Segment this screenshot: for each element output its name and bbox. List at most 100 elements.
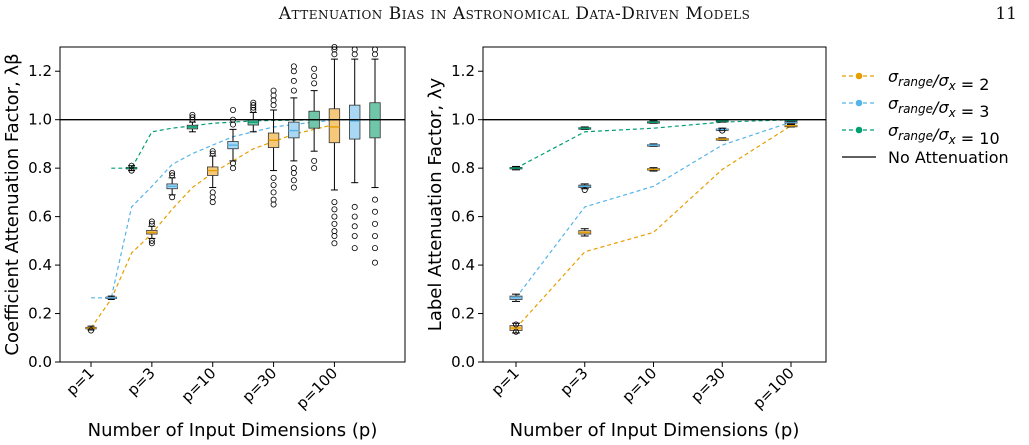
left-box-series-1-5-flier-1	[331, 240, 338, 247]
left-box-series-1-1-flier-1	[88, 327, 95, 334]
left-box-series-3-5-flier-6	[371, 196, 378, 203]
left-box-series-1-3-flier-3	[209, 189, 216, 196]
left-box-series-3-4-flier-4	[311, 73, 318, 80]
left-box-series-1-4-flier-1	[270, 201, 277, 208]
left-x-tick-label-3: p=30	[239, 364, 281, 406]
left-box-series-2-4-flier-1	[290, 184, 297, 191]
left-box-series-2-5-flier-4	[351, 213, 358, 220]
right-y-axis-label: Label Attenuation Factor, λy	[425, 77, 446, 331]
left-box-series-2-4-flier-7	[290, 68, 297, 75]
left-box-series-3-5-flier-8	[371, 46, 378, 53]
coefficient-attenuation-chart: 0.0 0.2 0.4 0.6 0.8 1.0 1.2 p=1 p=3 p=10 p=30 p=100…	[2, 44, 406, 441]
left-box-series-1-2-flier-1	[148, 240, 155, 247]
left-box-series-2-2-flier-3	[169, 169, 176, 176]
left-box-series-2-2-flier-1	[169, 194, 176, 201]
left-box-series-1-4-flier-3	[270, 189, 277, 196]
right-box-series-1-1-flier-1	[513, 328, 520, 335]
left-box-series-2-3-flier-2	[229, 160, 236, 167]
legend-item-3-label: σrange/σx = 10	[888, 121, 1000, 148]
left-box-series-2-5	[349, 104, 361, 140]
left-box-series-1-5-flier-7	[331, 199, 338, 206]
left-box-series-2-3-flier-3	[229, 121, 236, 128]
right-y-tick-label-4: 0.8	[451, 159, 475, 177]
left-box-series-1-5	[328, 108, 341, 144]
right-x-tick-label-1: p=3	[556, 364, 591, 399]
right-x-tick-label-3: p=30	[687, 364, 729, 406]
page-header: Attenuation Bias in Astronomical Data-Dr…	[0, 4, 1029, 28]
right-y-tick-label-6: 1.2	[451, 62, 475, 80]
left-box-series-1-3-flier-5	[209, 148, 216, 155]
left-box-series-1-5-flier-5	[331, 213, 338, 220]
left-x-tick-label-1: p=3	[124, 364, 159, 399]
left-x-tick-label-2: p=10	[178, 364, 220, 406]
left-box-series-3-5-flier-5	[371, 208, 378, 215]
left-box-series-1-2-flier-3	[148, 220, 155, 227]
left-box-series-2-4-flier-3	[290, 169, 297, 176]
right-curve-series-1	[515, 125, 792, 329]
right-box-series-2-4-flier-1	[719, 127, 726, 134]
left-box-series-1-5-flier-6	[331, 206, 338, 213]
left-box-series-1-2-flier-4	[148, 218, 155, 225]
left-box-series-2-4-flier-5	[290, 87, 297, 94]
left-x-tick-label-4: p=100	[293, 364, 342, 413]
right-x-tick-label-2: p=10	[618, 364, 660, 406]
left-box-series-1-4-flier-9	[270, 87, 277, 94]
left-box-series-1-2-flier-2	[148, 237, 155, 244]
legend-item-2-marker	[855, 99, 863, 107]
left-box-series-3-3-flier-4	[250, 99, 257, 106]
left-x-axis-label: Number of Input Dimensions (p)	[88, 420, 378, 441]
left-box-series-2-4-flier-4	[290, 165, 297, 172]
left-box-series-2-4-flier-6	[290, 77, 297, 84]
running-title: Attenuation Bias in Astronomical Data-Dr…	[278, 4, 751, 24]
label-attenuation-chart: 0.0 0.2 0.4 0.6 0.8 1.0 1.2 p=1 p=3 p=10 p=30 p=100…	[425, 46, 827, 441]
right-y-tick-label-5: 1.0	[451, 111, 475, 129]
left-box-series-3-1-flier-2	[128, 162, 135, 169]
legend-item-1-marker	[855, 72, 863, 80]
left-box-series-2-5-flier-2	[351, 232, 358, 239]
left-box-series-1-4-flier-4	[270, 182, 277, 189]
left-y-tick-label-3: 0.6	[28, 208, 52, 226]
right-y-tick-label-0: 0.0	[451, 353, 475, 371]
left-box-series-2-5-flier-1	[351, 245, 358, 252]
left-box-series-2-5-flier-3	[351, 223, 358, 230]
right-plot-frame	[482, 46, 827, 363]
right-x-axis-label: Number of Input Dimensions (p)	[510, 420, 800, 441]
legend-item-2-label: σrange/σx = 3	[888, 94, 989, 121]
right-x-tick-label-4: p=100	[749, 364, 798, 413]
left-y-tick-label-2: 0.4	[28, 256, 52, 274]
left-y-tick-label-4: 0.8	[28, 159, 52, 177]
left-y-axis-label: Coefficient Attenuation Factor, λβ	[2, 53, 23, 355]
left-box-series-2-5-flier-7	[351, 46, 358, 53]
right-y-tick-label-2: 0.4	[451, 256, 475, 274]
left-box-series-3-5-flier-7	[371, 51, 378, 58]
left-box-series-3-5-flier-2	[371, 245, 378, 252]
right-box-series-1-1-flier-2	[513, 321, 520, 328]
left-box-series-2-2-flier-2	[169, 172, 176, 179]
left-y-tick-label-5: 1.0	[28, 111, 52, 129]
left-box-series-2-3-flier-1	[229, 165, 236, 172]
right-x-tick-label-0: p=1	[488, 364, 523, 399]
left-box-series-3-3-flier-3	[250, 102, 257, 109]
left-box-series-2-3-flier-5	[229, 107, 236, 114]
legend-item-3-marker	[855, 126, 863, 134]
left-box-series-3-4-flier-3	[311, 80, 318, 87]
left-box-series-2-5-flier-5	[351, 203, 358, 210]
left-y-tick-label-6: 1.2	[28, 62, 52, 80]
left-box-series-1-5-flier-3	[331, 228, 338, 235]
left-box-series-3-2-flier-3	[189, 111, 196, 118]
left-box-series-3-4-flier-2	[311, 157, 318, 164]
left-box-series-1-3-flier-2	[209, 194, 216, 201]
left-box-series-1-3-flier-1	[209, 199, 216, 206]
legend-item-4-label: No Attenuation	[888, 148, 1009, 167]
left-box-series-1-4-flier-5	[270, 174, 277, 181]
right-curve-series-3	[515, 119, 792, 169]
left-box-series-3-4-flier-5	[311, 65, 318, 72]
page-number: 11	[995, 4, 1017, 24]
left-curve-series-2	[91, 119, 335, 299]
left-box-series-1-5-flier-8	[331, 51, 338, 58]
left-box-series-2-4-flier-8	[290, 63, 297, 70]
right-y-tick-label-3: 0.6	[451, 208, 475, 226]
left-y-tick-label-0: 0.0	[28, 353, 52, 371]
